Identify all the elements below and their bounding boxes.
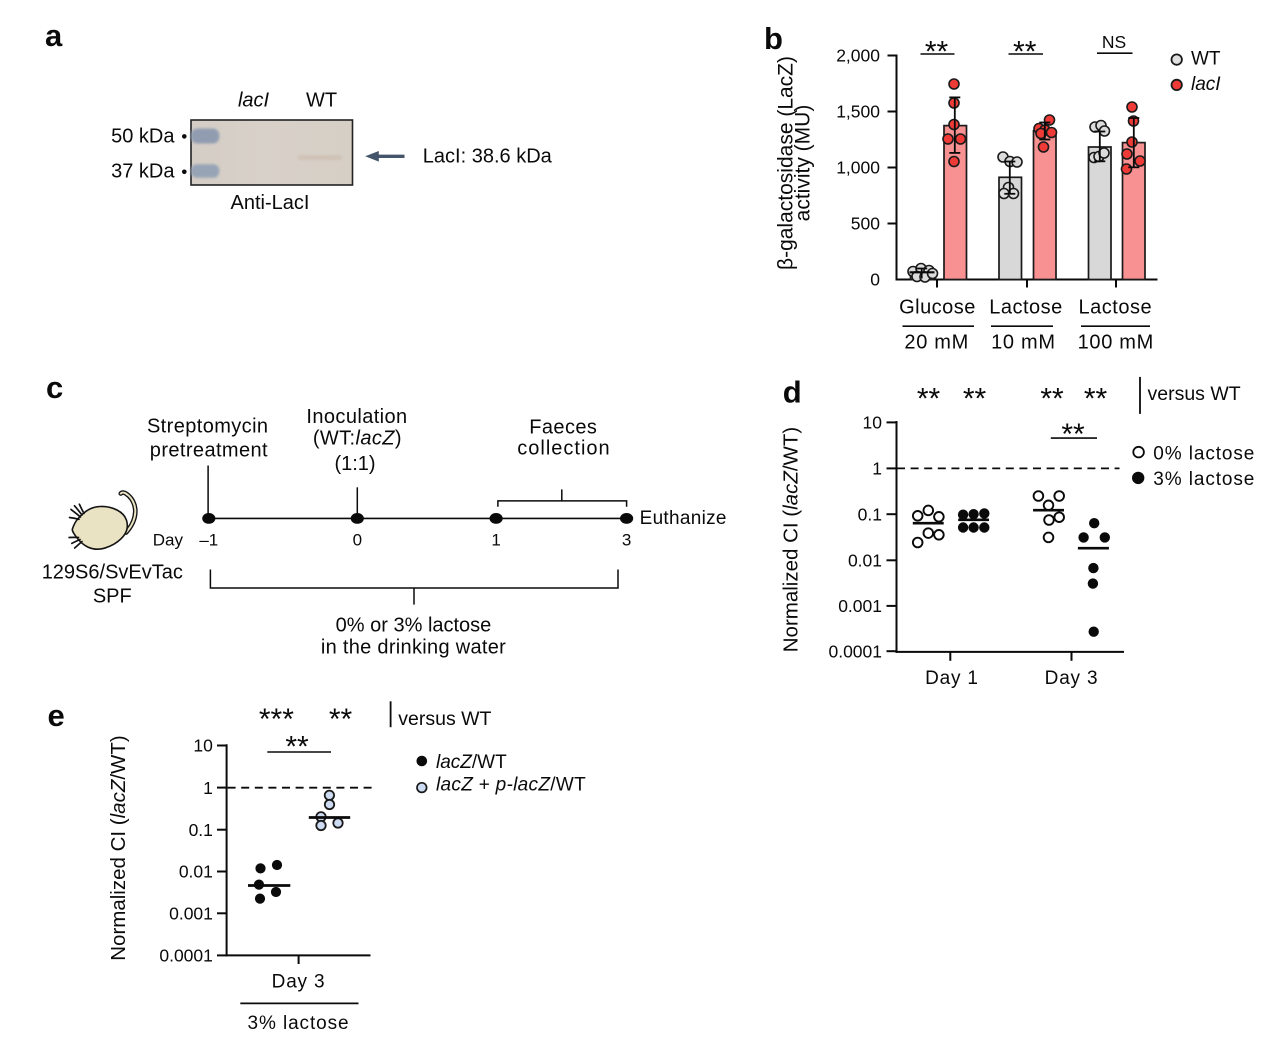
svg-text:37 kDa: 37 kDa: [111, 161, 175, 183]
svg-text:3: 3: [622, 531, 631, 550]
svg-text:10: 10: [193, 736, 213, 756]
svg-text:LacI: 38.6 kDa: LacI: 38.6 kDa: [423, 146, 553, 168]
svg-text:0.0001: 0.0001: [828, 641, 882, 661]
svg-text:Faeces: Faeces: [529, 417, 597, 439]
svg-text:**: **: [1040, 383, 1064, 416]
svg-text:0% or 3% lactose: 0% or 3% lactose: [336, 615, 492, 637]
svg-text:129S6/SvEvTac: 129S6/SvEvTac: [42, 562, 183, 584]
svg-text:10 mM: 10 mM: [991, 331, 1056, 353]
svg-text:NS: NS: [1102, 32, 1126, 52]
svg-text:**: **: [925, 36, 949, 69]
svg-text:**: **: [917, 383, 941, 416]
svg-text:Glucose: Glucose: [899, 297, 976, 319]
svg-text:Euthanize: Euthanize: [640, 508, 727, 529]
svg-text:Lactose: Lactose: [989, 297, 1063, 319]
svg-text:0.1: 0.1: [858, 504, 882, 524]
svg-text:Day 1: Day 1: [925, 668, 979, 689]
svg-text:Day: Day: [153, 531, 184, 550]
svg-text:2,000: 2,000: [836, 45, 880, 65]
svg-text:Streptomycin: Streptomycin: [147, 415, 269, 437]
svg-text:Day 3: Day 3: [1045, 668, 1099, 689]
svg-text:Inoculation: Inoculation: [306, 406, 407, 428]
svg-text:versus WT: versus WT: [1148, 383, 1241, 405]
svg-text:β-galactosidase (LacZ): β-galactosidase (LacZ): [775, 56, 798, 270]
svg-text:Normalized CI (lacZ/WT): Normalized CI (lacZ/WT): [780, 427, 803, 653]
svg-text:3% lactose: 3% lactose: [1153, 469, 1255, 490]
svg-text:(WT:lacZ): (WT:lacZ): [313, 428, 402, 450]
svg-text:Anti-LacI: Anti-LacI: [231, 192, 310, 214]
svg-text:lacI: lacI: [1191, 74, 1221, 95]
svg-text:d: d: [783, 374, 802, 409]
svg-text:10: 10: [863, 413, 883, 433]
svg-text:e: e: [48, 698, 65, 733]
svg-text:Normalized CI (lacZ/WT): Normalized CI (lacZ/WT): [107, 735, 130, 961]
svg-text:**: **: [1061, 418, 1085, 451]
svg-text:0.1: 0.1: [189, 820, 213, 840]
svg-text:**: **: [1084, 383, 1108, 416]
svg-text:SPF: SPF: [93, 586, 132, 608]
svg-text:WT: WT: [1191, 48, 1221, 69]
svg-text:**: **: [285, 730, 309, 763]
svg-text:Day 3: Day 3: [272, 972, 326, 993]
svg-text:0.001: 0.001: [838, 596, 882, 616]
svg-text:Lactose: Lactose: [1079, 297, 1153, 319]
svg-text:3% lactose: 3% lactose: [248, 1013, 350, 1034]
svg-text:b: b: [764, 21, 783, 56]
svg-text:–1: –1: [199, 531, 218, 550]
svg-text:**: **: [963, 383, 987, 416]
svg-text:in the drinking water: in the drinking water: [321, 637, 506, 659]
svg-text:c: c: [46, 370, 63, 405]
svg-text:***: ***: [259, 703, 294, 736]
svg-text:1,000: 1,000: [836, 157, 880, 177]
svg-text:0.01: 0.01: [848, 551, 882, 571]
svg-text:0.01: 0.01: [179, 862, 213, 882]
svg-text:1: 1: [872, 459, 882, 479]
svg-text:500: 500: [851, 213, 880, 233]
svg-text:(1:1): (1:1): [334, 453, 375, 475]
svg-text:20 mM: 20 mM: [904, 331, 969, 353]
svg-text:activity (MU): activity (MU): [792, 105, 815, 222]
svg-text:1: 1: [203, 778, 213, 798]
svg-text:WT: WT: [306, 90, 337, 112]
svg-text:pretreatment: pretreatment: [150, 440, 268, 462]
svg-text:1: 1: [491, 531, 500, 550]
svg-text:lacZ + p-lacZ/WT: lacZ + p-lacZ/WT: [436, 775, 586, 796]
svg-text:0: 0: [353, 531, 362, 550]
svg-text:100 mM: 100 mM: [1078, 331, 1154, 353]
svg-text:0.001: 0.001: [169, 904, 213, 924]
svg-text:a: a: [45, 18, 63, 53]
svg-text:collection: collection: [517, 438, 610, 460]
svg-text:1,500: 1,500: [836, 101, 880, 121]
svg-text:**: **: [329, 703, 353, 736]
svg-text:0.0001: 0.0001: [159, 946, 213, 966]
svg-text:0% lactose: 0% lactose: [1153, 443, 1255, 464]
svg-text:lacI: lacI: [238, 90, 270, 112]
svg-text:lacZ/WT: lacZ/WT: [436, 752, 507, 773]
svg-text:50 kDa: 50 kDa: [111, 126, 175, 148]
svg-text:versus WT: versus WT: [398, 708, 491, 730]
svg-text:0: 0: [870, 269, 880, 289]
svg-text:**: **: [1013, 36, 1037, 69]
